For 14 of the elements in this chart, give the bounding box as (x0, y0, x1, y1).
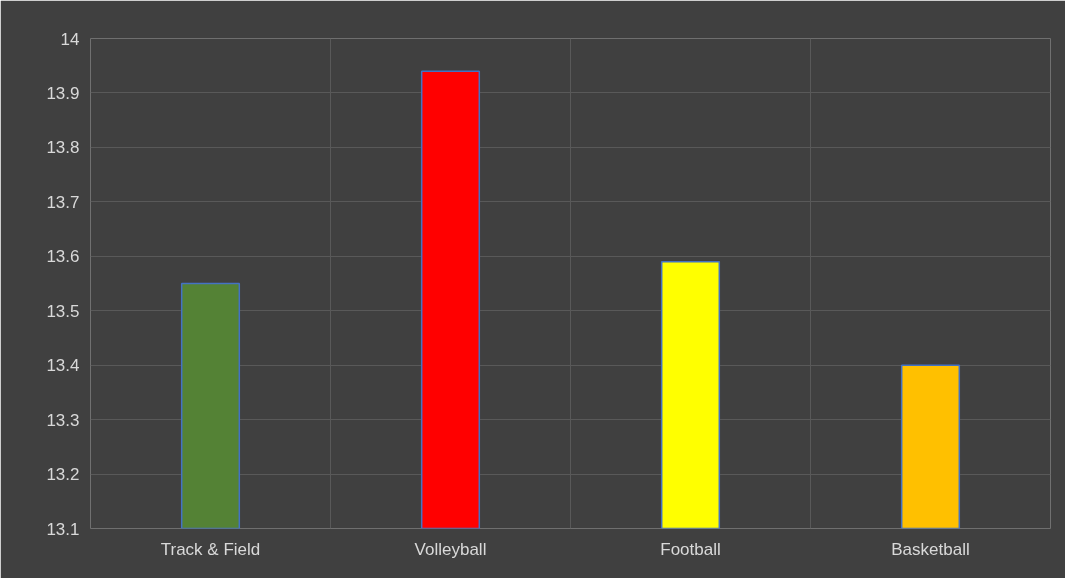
x-tick-label: Basketball (891, 539, 970, 559)
x-tick-label: Football (660, 539, 721, 559)
y-tick-label: 13.5 (46, 301, 80, 321)
y-tick-label: 14 (60, 29, 80, 49)
y-tick-label: 13.6 (46, 247, 80, 267)
y-tick-label: 13.3 (46, 410, 80, 430)
x-tick-label: Track & Field (160, 539, 261, 559)
y-tick-label: 13.7 (46, 192, 80, 212)
y-tick-label: 13.9 (46, 83, 80, 103)
y-tick-label: 13.1 (46, 519, 80, 539)
x-tick-label: Volleyball (414, 539, 487, 559)
y-tick-label: 13.2 (46, 465, 80, 485)
y-tick-label: 13.4 (46, 356, 80, 376)
y-tick-label: 13.8 (46, 138, 80, 158)
